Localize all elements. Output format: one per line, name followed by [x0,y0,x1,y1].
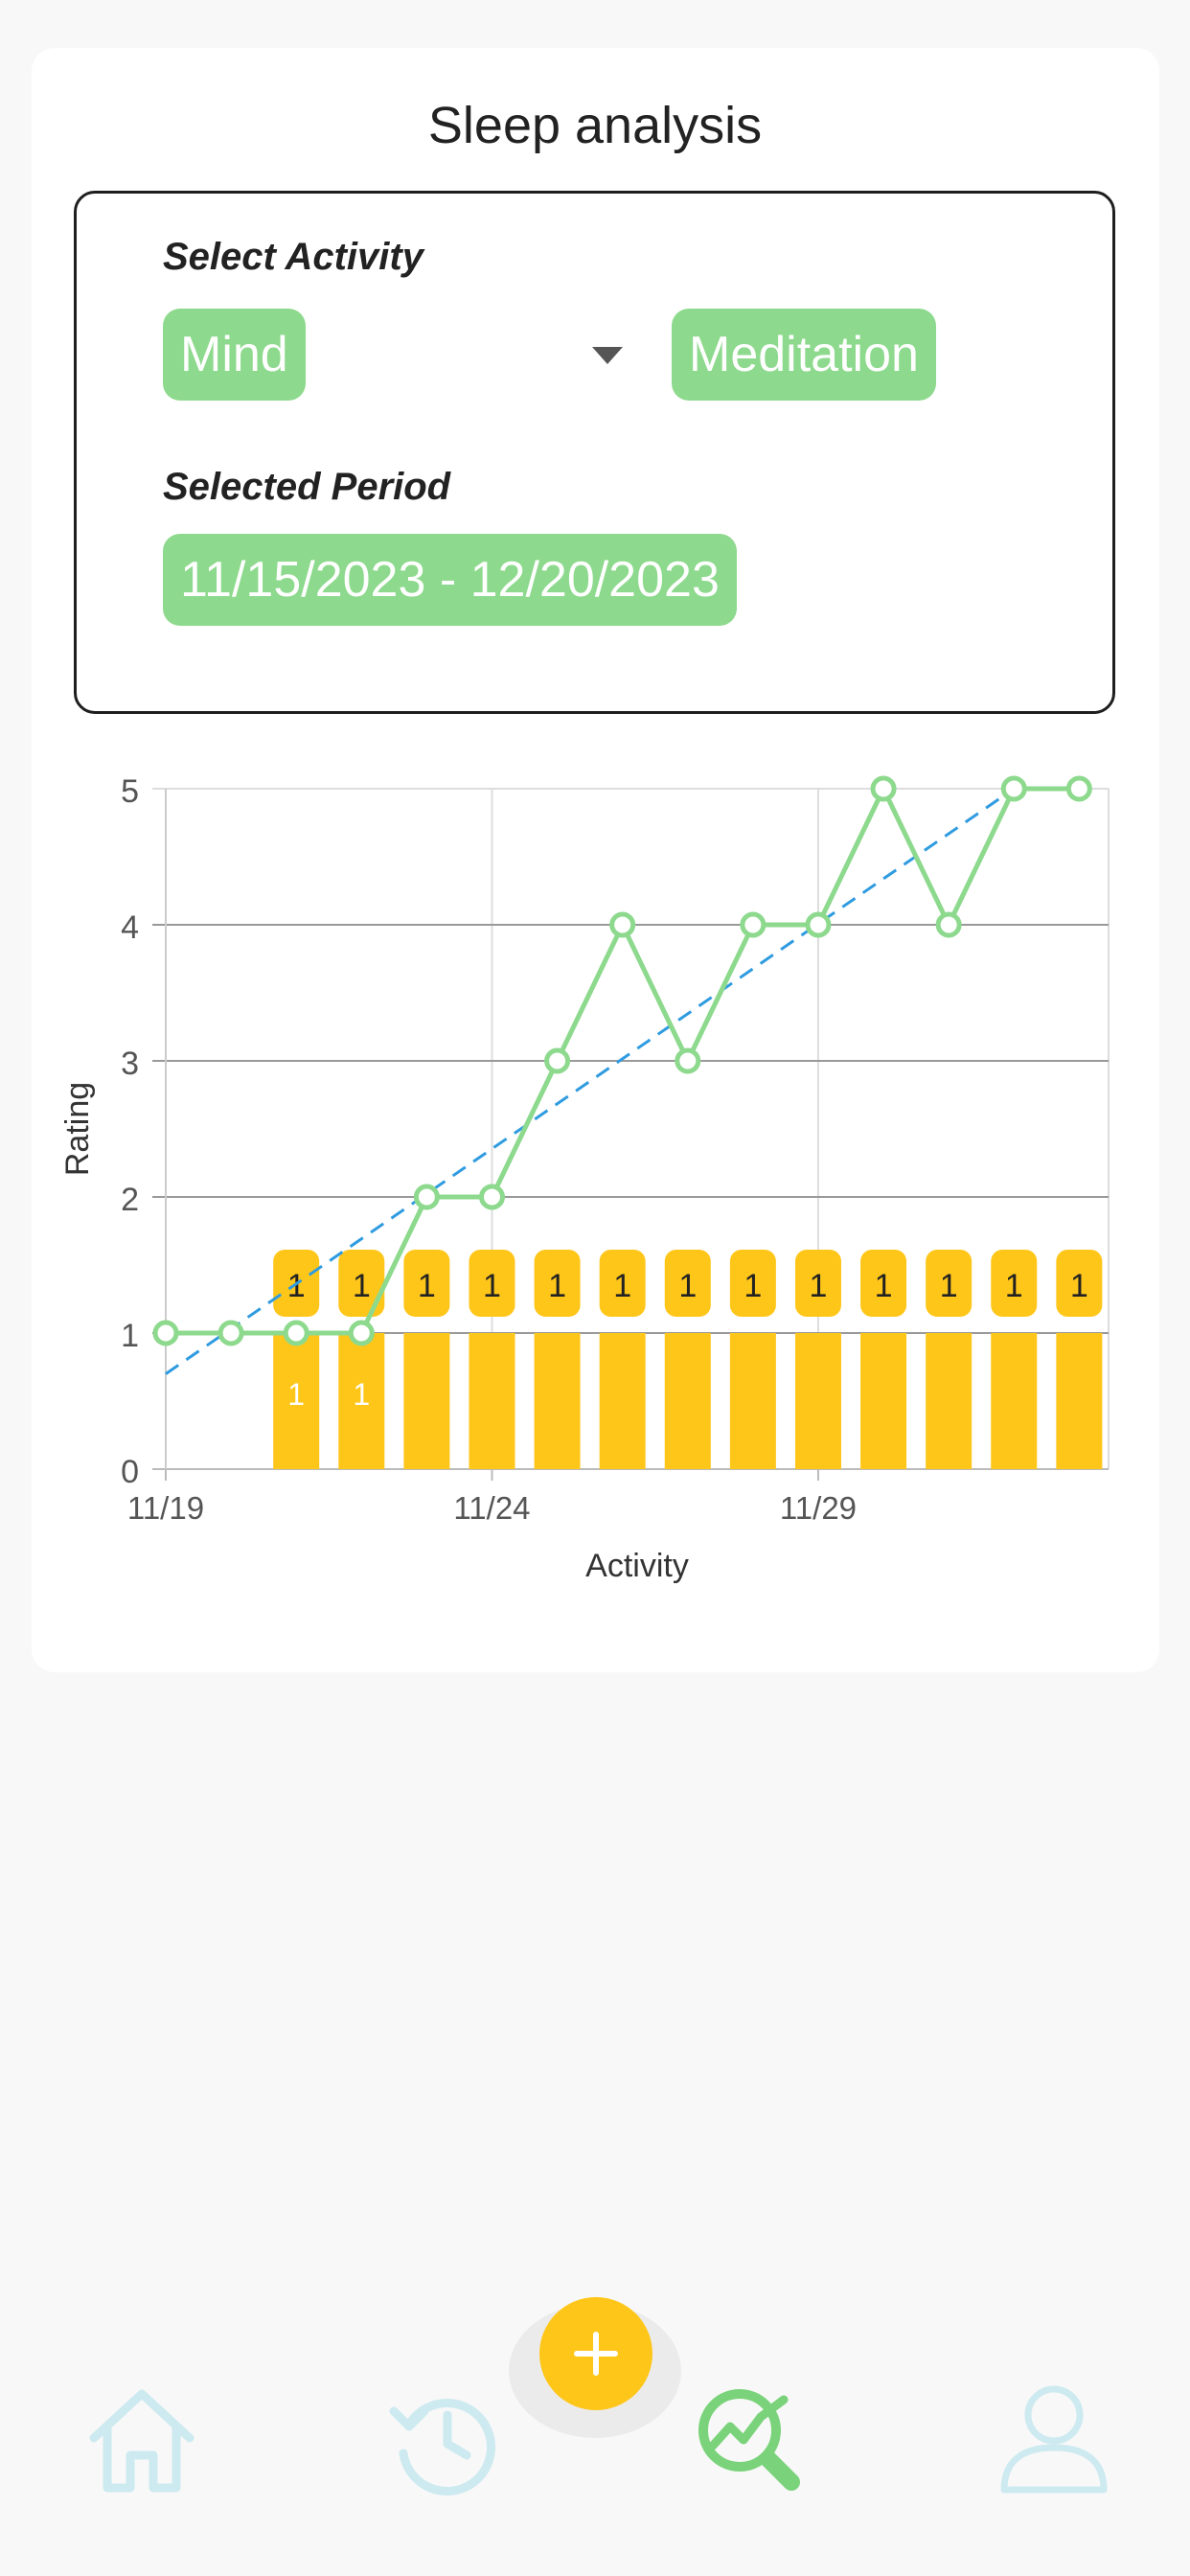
bar-value-label: 1 [1070,1268,1088,1304]
bar [794,1333,841,1469]
rating-chart: 0 1 2 3 4 5 11/19 11/24 11/29 Activity Rating 1 1 1 1 1… [59,773,1110,1584]
y-tick-label: 2 [121,1182,139,1218]
bar-label-badge [991,1250,1038,1317]
bar-label-badge [534,1250,581,1317]
rating-point[interactable] [217,1320,244,1346]
activity-selector-panel [74,191,1115,714]
bar-value-label: 1 [483,1268,501,1304]
rating-point[interactable] [870,775,897,802]
bar-value-label: 1 [940,1268,958,1304]
rating-point[interactable] [1065,775,1092,802]
rating-point[interactable] [1000,775,1027,802]
rating-point[interactable] [478,1184,505,1210]
activity-chip[interactable]: Meditation [672,309,936,401]
rating-point[interactable] [935,911,962,938]
bar-label-badge [729,1250,776,1317]
bar-label-badge [469,1250,515,1317]
history-icon [389,2399,495,2496]
bar [926,1333,973,1469]
y-tick-label: 3 [121,1046,139,1082]
bar-value-label: 1 [613,1268,631,1304]
bar [534,1333,581,1469]
x-tick-label: 11/24 [453,1490,530,1526]
rating-point[interactable] [544,1047,571,1074]
bar-value-label: 1 [875,1268,893,1304]
bar [664,1333,711,1469]
analysis-icon [698,2389,800,2491]
y-tick-label: 5 [121,773,139,810]
x-tick-label: 11/19 [127,1490,204,1526]
add-entry-button[interactable] [539,2297,652,2410]
bar-inner-label: 1 [353,1377,370,1412]
bar-label-badge [794,1250,841,1317]
select-activity-label: Select Activity [163,236,423,278]
x-axis-title: Activity [585,1548,689,1584]
bar [469,1333,515,1469]
home-icon [89,2389,195,2493]
nav-profile[interactable] [996,2382,1111,2502]
rating-point[interactable] [805,911,832,938]
y-tick-label: 4 [121,909,139,946]
bar [860,1333,907,1469]
bar-value-label: 1 [548,1268,566,1304]
chevron-down-icon[interactable] [592,347,623,364]
bar-label-badge [403,1250,450,1317]
bar [991,1333,1038,1469]
rating-point[interactable] [609,911,636,938]
bar-value-label: 1 [744,1268,762,1304]
bar-value-label: 1 [287,1268,306,1304]
category-dropdown[interactable]: Mind [163,309,306,401]
bar-value-label: 1 [418,1268,436,1304]
selected-period-label: Selected Period [163,466,451,508]
bar [729,1333,776,1469]
rating-point[interactable] [675,1047,701,1074]
bar [403,1333,450,1469]
bar-label-badge [599,1250,646,1317]
bar-label-badge [926,1250,973,1317]
bar [273,1333,320,1469]
bar [1056,1333,1103,1469]
bar-label-badge [338,1250,385,1317]
nav-home[interactable] [84,2382,199,2502]
bar [338,1333,385,1469]
y-axis-title: Rating [59,1082,96,1176]
bar-label-badge [860,1250,907,1317]
nav-history[interactable] [388,2382,503,2502]
rating-point[interactable] [152,1320,179,1346]
bar-value-label: 1 [353,1268,371,1304]
rating-point[interactable] [348,1320,375,1346]
bar-inner-label: 1 [287,1377,305,1412]
bar-value-label: 1 [810,1268,828,1304]
page-title: Sleep analysis [427,97,763,154]
plus-icon [574,2332,618,2376]
trend-line [165,787,1016,1375]
y-tick-label: 1 [121,1318,139,1354]
y-tick-label: 0 [121,1454,139,1490]
bar-label-badge [1056,1250,1103,1317]
rating-point[interactable] [283,1320,309,1346]
rating-point[interactable] [740,911,767,938]
nav-analysis[interactable] [692,2382,807,2502]
x-tick-label: 11/29 [780,1490,857,1526]
bar-value-label: 1 [678,1268,697,1304]
rating-point[interactable] [413,1184,440,1210]
period-picker[interactable]: 11/15/2023 - 12/20/2023 [163,534,737,626]
bar [599,1333,646,1469]
profile-icon [1000,2385,1108,2494]
bar-label-badge [664,1250,711,1317]
bar-value-label: 1 [1005,1268,1023,1304]
